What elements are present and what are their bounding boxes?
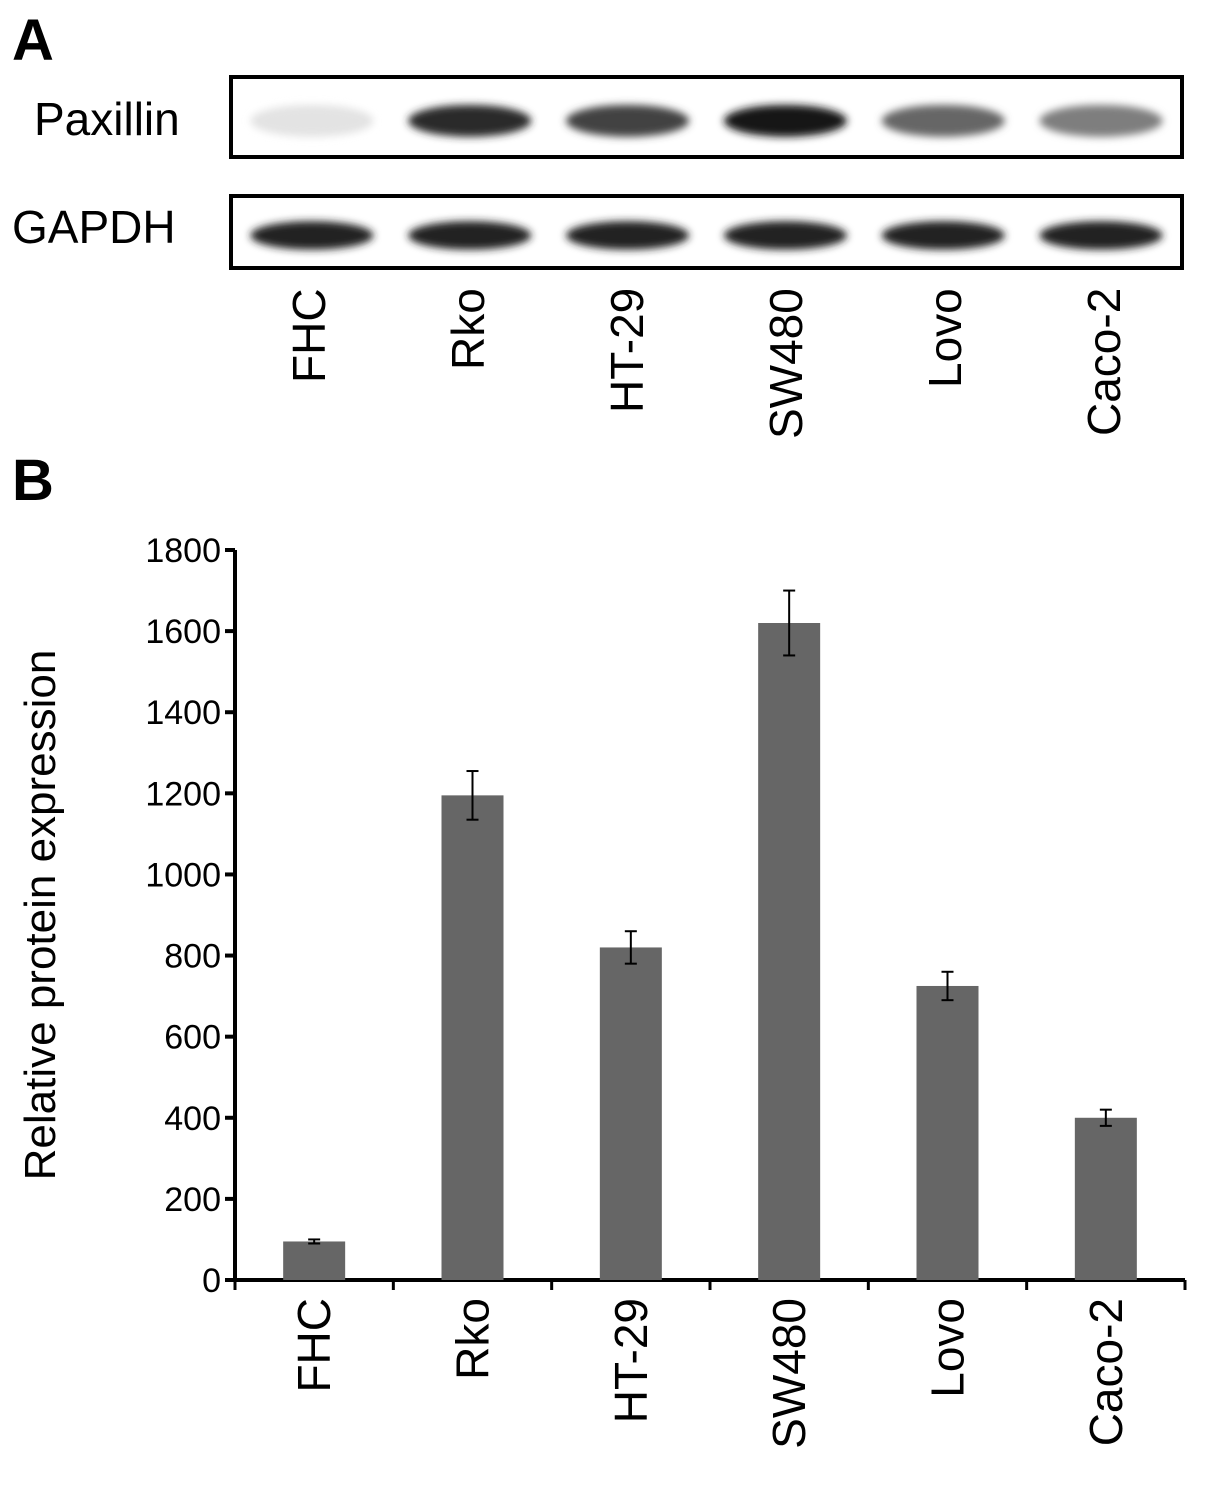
bar [599, 947, 662, 1280]
blot-band [881, 221, 1005, 250]
x-category-label: Lovo [922, 1298, 974, 1398]
y-tick-label: 600 [164, 1019, 221, 1057]
y-tick-label: 1800 [145, 532, 221, 570]
panel-b-label: B [12, 448, 54, 513]
y-tick-label: 200 [164, 1181, 221, 1219]
blot-band [408, 221, 532, 250]
lane-label: FHC [282, 288, 335, 383]
gapdh-bands [250, 221, 1163, 250]
blot-band [723, 104, 847, 137]
y-tick-label: 0 [202, 1262, 221, 1300]
blot-band [881, 104, 1005, 137]
y-tick-label: 800 [164, 938, 221, 976]
paxillin-bands [250, 104, 1163, 137]
y-tick-label: 1600 [145, 613, 221, 651]
paxillin-row-label: Paxillin [34, 93, 180, 145]
panel-a-label: A [12, 8, 54, 73]
paxillin-blot [229, 75, 1184, 159]
bar [758, 623, 821, 1280]
bar-chart: 0 200 400 600 800 1000 1200 1400 1600 1800 Relativ… [16, 532, 1187, 1449]
x-category-label: Caco-2 [1080, 1298, 1132, 1446]
y-tick-label: 1000 [145, 856, 221, 894]
blot-band [723, 221, 847, 250]
lane-label: Caco-2 [1078, 288, 1131, 437]
blot-band [408, 104, 532, 137]
bar [283, 1241, 346, 1280]
y-axis-title: Relative protein expression [16, 650, 65, 1181]
y-tick-label: 400 [164, 1100, 221, 1138]
lane-label: HT-29 [600, 288, 653, 414]
lane-label: Lovo [919, 288, 972, 388]
blot-band [250, 104, 374, 137]
blot-band [1039, 221, 1163, 250]
y-tick-label: 1200 [145, 775, 221, 813]
bar [1074, 1117, 1137, 1280]
blot-lane-labels: FHC Rko HT-29 SW480 Lovo Caco-2 [229, 288, 1184, 473]
bar [441, 795, 504, 1280]
bar [916, 985, 979, 1280]
x-category-label: FHC [288, 1298, 340, 1393]
blot-band [566, 221, 690, 250]
x-category-label: SW480 [763, 1298, 815, 1449]
x-category-label: HT-29 [605, 1298, 657, 1423]
lane-label: Rko [441, 288, 494, 370]
y-tick-label: 1400 [145, 694, 221, 732]
x-category-label: Rko [447, 1298, 499, 1380]
lane-label: SW480 [760, 288, 813, 439]
blot-band [250, 221, 374, 250]
blot-band [1039, 104, 1163, 137]
gapdh-blot [229, 194, 1184, 270]
gapdh-row-label: GAPDH [12, 201, 176, 253]
blot-band [566, 104, 690, 137]
